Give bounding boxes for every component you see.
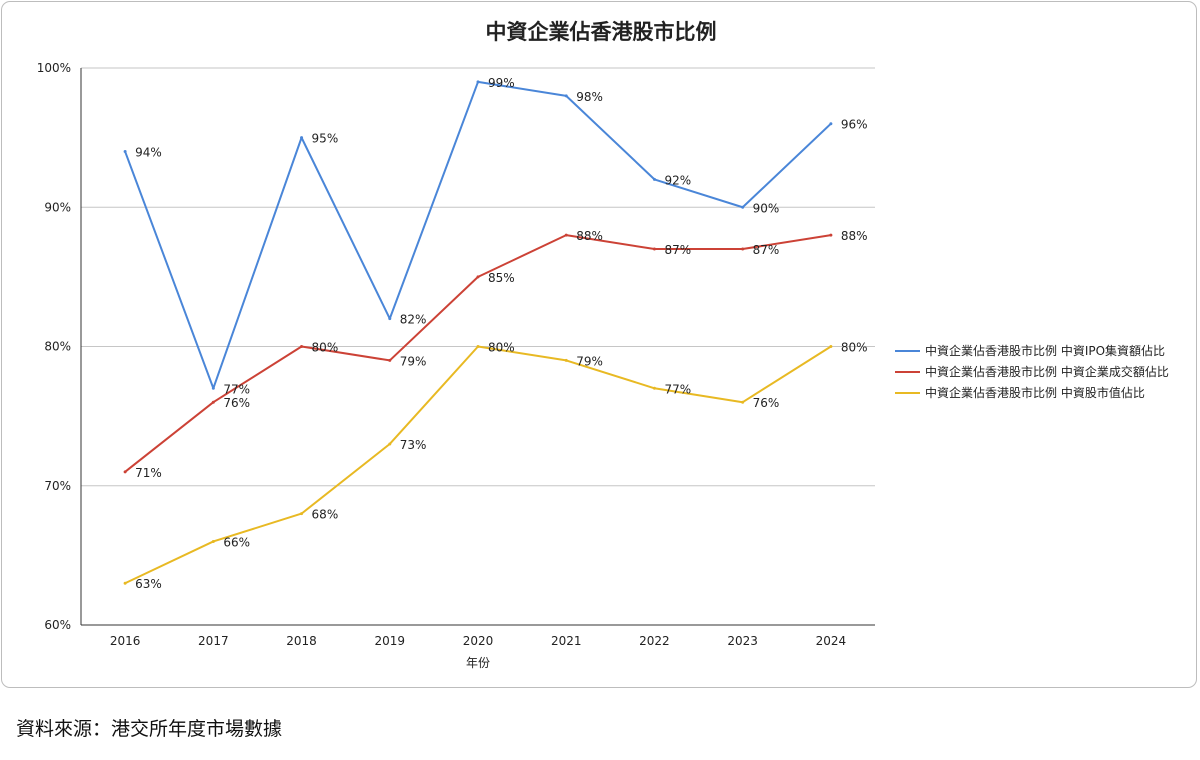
y-tick-label: 100%	[37, 61, 71, 75]
data-label: 92%	[664, 173, 691, 187]
data-point	[300, 345, 304, 348]
data-label: 80%	[841, 341, 868, 355]
data-point	[123, 470, 127, 474]
data-point	[829, 233, 833, 237]
data-label: 79%	[400, 354, 427, 368]
data-label: 87%	[664, 243, 691, 257]
y-tick-label: 60%	[44, 618, 71, 632]
y-tick-label: 70%	[44, 479, 71, 493]
series-lines	[123, 80, 833, 585]
data-point	[211, 539, 215, 543]
data-label: 98%	[576, 90, 603, 104]
data-point	[829, 122, 833, 126]
data-label: 76%	[223, 396, 250, 410]
data-point	[564, 94, 568, 98]
data-label: 94%	[135, 146, 162, 160]
data-label: 77%	[223, 382, 250, 396]
data-label: 85%	[488, 271, 515, 285]
data-label: 66%	[223, 535, 250, 549]
x-tick-label: 2021	[551, 634, 582, 648]
data-point	[300, 136, 304, 140]
source-note: 資料來源：港交所年度市場數據	[16, 718, 283, 740]
data-label: 76%	[753, 396, 780, 410]
data-label: 68%	[312, 508, 339, 522]
data-label: 77%	[664, 382, 691, 396]
data-point	[564, 233, 568, 237]
x-tick-label: 2020	[463, 634, 494, 648]
data-label: 80%	[488, 341, 515, 355]
data-point	[211, 386, 215, 390]
data-point	[476, 80, 480, 84]
series-line-2	[124, 234, 832, 473]
data-point	[741, 400, 745, 404]
line-chart: 中資企業佔香港股市比例 60% 70% 80% 90% 100% 2016 2017 2018…	[37, 20, 1169, 670]
data-point	[123, 150, 127, 154]
data-point	[211, 400, 215, 404]
data-point	[388, 317, 392, 321]
chart-frame: 中資企業佔香港股市比例 60% 70% 80% 90% 100% 2016 2017 2018…	[1, 1, 1197, 688]
chart-title: 中資企業佔香港股市比例	[486, 20, 717, 44]
legend-label: 中資企業佔香港股市比例 中資股市值佔比	[925, 385, 1145, 400]
data-point	[564, 358, 568, 362]
data-point	[476, 275, 480, 279]
x-tick-label: 2016	[110, 634, 141, 648]
data-point	[652, 177, 656, 181]
data-point	[741, 205, 745, 209]
data-label: 79%	[576, 354, 603, 368]
data-label: 82%	[400, 313, 427, 327]
data-label: 88%	[841, 229, 868, 243]
data-point	[123, 581, 127, 585]
data-label: 90%	[753, 201, 780, 215]
data-point	[652, 386, 656, 390]
legend-label: 中資企業佔香港股市比例 中資企業成交額佔比	[925, 364, 1169, 379]
data-point	[829, 345, 833, 348]
data-point	[388, 358, 392, 362]
data-label: 63%	[135, 577, 162, 591]
y-tick-label: 90%	[44, 200, 71, 214]
x-tick-label: 2024	[816, 634, 847, 648]
data-point	[388, 442, 392, 446]
data-label: 73%	[400, 438, 427, 452]
axes: 60% 70% 80% 90% 100% 2016 2017 2018 2019 2020 2021…	[37, 61, 846, 648]
data-label: 95%	[312, 132, 339, 146]
y-tick-label: 80%	[44, 340, 71, 354]
x-tick-label: 2017	[198, 634, 229, 648]
data-label: 80%	[312, 341, 339, 355]
x-tick-label: 2023	[727, 634, 758, 648]
x-axis-title: 年份	[466, 656, 490, 670]
series-line-1	[124, 80, 832, 390]
x-tick-label: 2019	[375, 634, 406, 648]
data-point	[476, 345, 480, 348]
data-label: 88%	[576, 229, 603, 243]
data-point	[300, 512, 304, 516]
legend-label: 中資企業佔香港股市比例 中資IPO集資額佔比	[925, 343, 1165, 358]
x-tick-label: 2022	[639, 634, 670, 648]
data-label: 87%	[753, 243, 780, 257]
x-tick-label: 2018	[286, 634, 317, 648]
data-point	[652, 247, 656, 251]
data-labels: 94% 77% 95% 82% 99% 98% 92% 90% 96% 71% 76% 80% 79% 8…	[135, 76, 867, 591]
data-label: 99%	[488, 76, 515, 90]
data-label: 96%	[841, 118, 868, 132]
data-point	[741, 247, 745, 251]
data-label: 71%	[135, 466, 162, 480]
